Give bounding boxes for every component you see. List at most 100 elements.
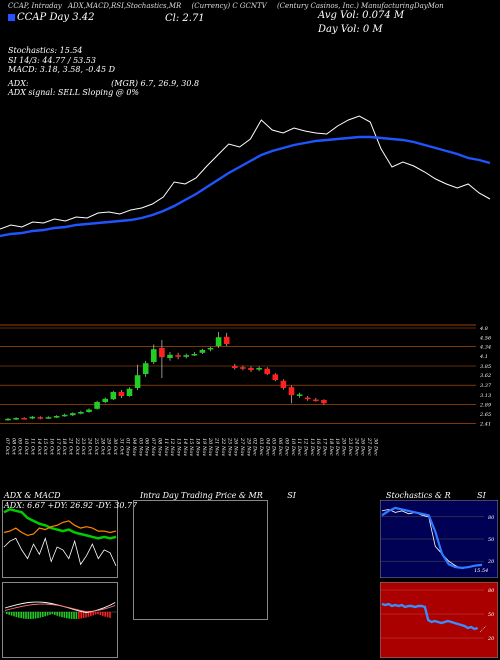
si-marker [479,625,487,633]
adx-readout: ADX: (MGR) 6.7, 26.9, 30.8 [8,79,199,88]
macd-histogram-bar [80,612,82,619]
x-tick-label: 21 Oct [68,437,74,456]
macd-histogram-bar [30,612,32,619]
macd-histogram-bar [49,612,51,615]
x-tick-label: 02 Dec [252,438,258,456]
macd-histogram-bar [61,612,63,618]
candle-body [5,418,11,421]
header-col-2: ADX,MACD,RSI,Stochastics,MR [67,2,182,10]
si-y-tick: 50 [488,612,495,618]
si-y-tick: 20 [487,636,495,642]
macd-histogram-bar [70,612,73,619]
macd-histogram-bar [99,612,102,616]
candle-body [151,349,157,362]
header-col-1: CCAP, Intraday [8,2,62,10]
candle-body [134,375,141,388]
price-series-line [0,115,491,230]
x-tick-label: 01 Nov [125,438,131,456]
y-tick-label: 4.1 [479,354,488,360]
macd-histogram-bar [109,612,111,618]
x-tick-label: 23 Oct [80,437,86,456]
macd-line [4,601,116,613]
x-tick-label: 24 Oct [87,437,93,456]
x-tick-label: 26 Dec [360,437,366,456]
x-tick-label: 14 Oct [36,438,42,456]
candle-body [126,388,133,396]
y-tick-label: 4.34 [479,344,491,350]
x-tick-label: 27 Nov [239,437,245,456]
candle-body [53,416,60,418]
si-y-tick: 80 [488,588,495,594]
x-tick-label: 08 Oct [10,438,16,456]
candle-body [13,418,19,420]
close-price: Cl: 2.71 [165,13,205,24]
macd-histogram-bar [90,612,92,617]
candle-body [70,413,76,416]
header-col-3: (Currency) C GCNTV [191,2,267,10]
x-tick-label: 05 Dec [271,438,277,456]
macd-histogram-bar [6,612,8,614]
x-tick-label: 07 Nov [150,438,156,456]
macd-histogram-bar [37,612,39,619]
x-tick-label: 06 Nov [144,438,150,456]
macd-histogram-bar [58,612,61,617]
x-tick-label: 15 Nov [188,438,194,456]
x-tick-label: 22 Nov [220,437,226,456]
macd-histogram-bar [27,612,30,619]
adx-signal: ADX signal: SELL Sloping @ 0% [8,88,140,97]
macd-histogram-bar [82,612,85,619]
x-tick-label: 13 Nov [175,438,181,456]
x-tick-label: 17 Dec [322,438,328,456]
candle-body [61,414,68,417]
candle-body [183,355,189,357]
x-tick-label: 29 Oct [106,437,112,456]
macd-histogram-bar [78,612,80,619]
x-tick-label: 26 Nov [233,437,239,456]
macd-histogram-bar [32,612,34,619]
candle-body [199,350,206,353]
stoch-panel-title: Stochastics & R SI [386,491,486,500]
x-tick-label: 28 Oct [99,437,105,456]
candle-body [240,367,246,369]
x-tick-label: 12 Dec [302,438,308,456]
stoch-title: Stochastics & R [386,491,451,500]
x-tick-label: 13 Dec [309,438,315,456]
macd-histogram-bar [8,612,10,615]
candle-body [110,392,117,400]
candle-body [167,354,173,358]
candle-body [256,368,262,370]
adx-label: ADX: [8,79,29,88]
adx-values: ADX: 6.67 +DY: 26.92 -DY: 30.77 [4,501,138,510]
candle-body [207,348,214,350]
macd-histogram-bar [68,612,70,619]
candle-body [191,354,198,356]
y-tick-label: 2.65 [479,412,491,418]
candle-body [118,392,125,396]
x-tick-label: 22 Oct [74,437,80,456]
macd-histogram-bar [63,612,66,618]
day-label: Day [49,12,73,23]
macd-histogram-bar [102,612,104,616]
y-tick-label: 4.8 [479,326,488,332]
x-tick-label: 06 Dec [277,438,283,456]
macd-histogram-bar [54,612,56,615]
adx-panel-title: ADX & MACD [4,491,61,500]
candle-body [159,348,165,358]
candle-body [142,363,149,374]
x-tick-label: 30 Oct [112,438,118,456]
macd-histogram-bar [97,612,99,615]
intraday-title: Intra Day Trading Price & MR [140,491,263,500]
candle-body [280,380,287,388]
x-tick-label: 05 Nov [137,438,143,456]
y-tick-label: 3.85 [480,364,491,370]
stoch-y-tick: 80 [488,515,495,521]
day-volume: Day Vol: 0 M [318,24,383,35]
x-tick-label: 10 Oct [23,438,29,456]
intraday-panel [133,500,268,620]
ticker-label: CCAP [17,12,47,23]
macd-histogram-bar [56,612,58,616]
x-tick-label: 20 Nov [207,437,213,456]
macd-histogram-bar [66,612,68,619]
stoch-series-line [381,506,483,570]
si-readout: SI 14/3: 44.77 / 53.53 [8,56,96,65]
